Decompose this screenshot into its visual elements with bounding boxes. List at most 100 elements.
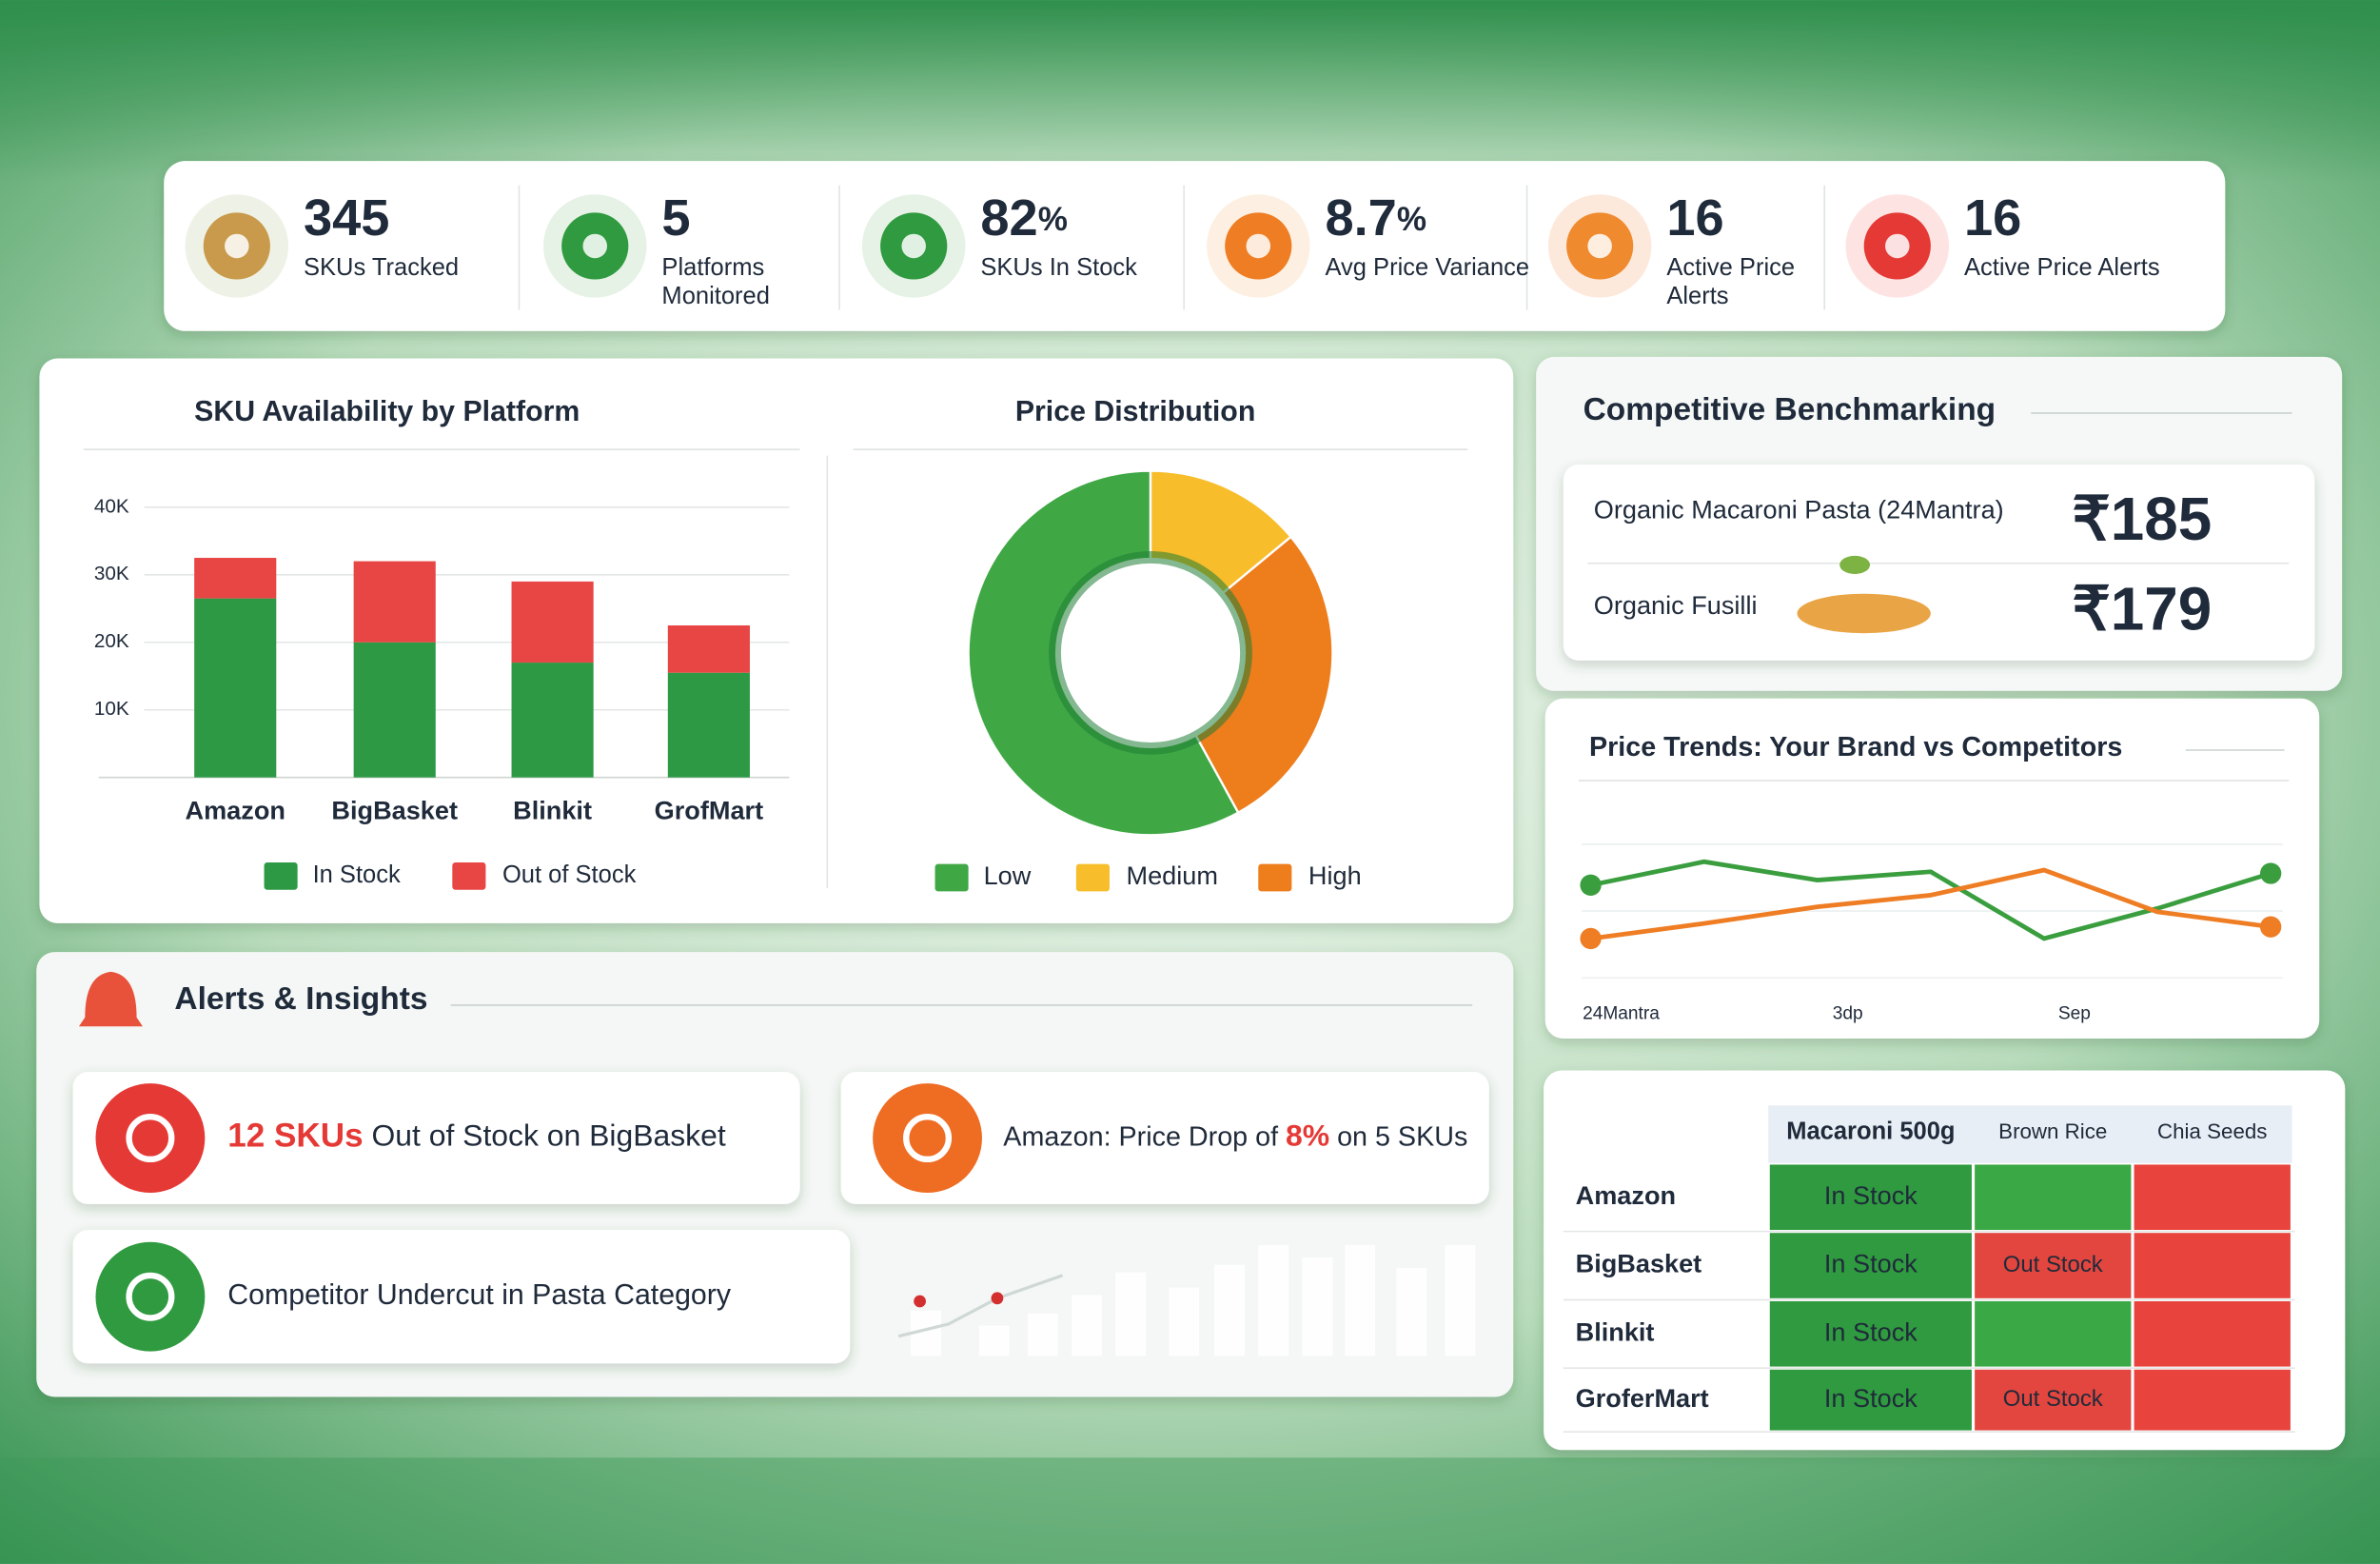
status-cell	[1769, 1164, 1972, 1231]
decor-bar	[1258, 1244, 1289, 1356]
legend-label: In Stock	[313, 861, 401, 888]
row-label: Blinkit	[1576, 1317, 1655, 1346]
decor-bar	[1169, 1287, 1200, 1356]
kpi-value: 8.7%	[1325, 189, 1426, 247]
decor-bar	[1345, 1244, 1376, 1356]
kpi-value-number: 5	[661, 189, 690, 247]
product-name: Organic Macaroni Pasta (24Mantra)	[1594, 495, 2004, 525]
decor-dot	[991, 1292, 1004, 1305]
bar-segment	[667, 625, 750, 673]
alert-text: Competitor Undercut in Pasta Category	[227, 1279, 732, 1311]
status-cell	[1769, 1300, 1972, 1367]
kpi-label: Avg Price Variance	[1325, 255, 1530, 282]
column-header: Brown Rice	[1998, 1119, 2107, 1143]
alert-icon	[95, 1083, 206, 1193]
decor-dot	[914, 1295, 926, 1308]
x-tick-label: 3dp	[1833, 1004, 1863, 1024]
y-tick-label: 10K	[94, 698, 129, 720]
kpi-label: Active Price Alerts	[1666, 255, 1796, 310]
alert-text-part: on 5 SKUs	[1329, 1121, 1467, 1152]
decor-bar	[1115, 1272, 1147, 1356]
kpi-label: Active Price Alerts	[1963, 255, 2160, 282]
kpi-label-box: SKUs Tracked	[304, 255, 459, 281]
trends-card	[1544, 698, 2320, 1039]
trend-point	[2259, 862, 2282, 884]
alert-text-part: Out of Stock on BigBasket	[364, 1119, 726, 1153]
alert-text: 12 SKUs Out of Stock on BigBasket	[227, 1118, 726, 1155]
row-label: Amazon	[1576, 1180, 1676, 1210]
decor-line	[897, 1274, 1064, 1338]
alert-highlight: 8%	[1286, 1119, 1329, 1153]
kpi-value: 5	[661, 189, 690, 247]
pasta-image	[1797, 593, 1931, 634]
y-tick-label: 30K	[94, 563, 129, 584]
bell-icon	[78, 971, 143, 1027]
legend-label: High	[1308, 861, 1362, 890]
status-cell	[1975, 1369, 2132, 1431]
bar-segment	[511, 581, 594, 663]
legend-swatch	[264, 862, 298, 890]
donut-inner-ring	[1049, 551, 1252, 755]
product-price: ₹185	[2072, 485, 2212, 553]
alert-text: Amazon: Price Drop of 8% on 5 SKUs	[1003, 1119, 1467, 1153]
x-tick-label: 24Mantra	[1583, 1004, 1660, 1024]
x-tick-label: BigBasket	[331, 796, 458, 825]
kpi-icon-glyph	[901, 233, 926, 259]
status-label: Out Stock	[2003, 1386, 2103, 1412]
status-label: In Stock	[1824, 1383, 1918, 1413]
kpi-value-number: 16	[1666, 189, 1723, 247]
kpi-label-box: Platforms Monitored	[661, 255, 769, 310]
decor-bar	[1445, 1244, 1476, 1356]
kpi-icon-glyph	[1246, 233, 1271, 259]
kpi-label-box: Active Price Alerts	[1666, 255, 1796, 310]
alert-icon-glyph	[126, 1114, 175, 1163]
alert-text-part: Amazon: Price Drop of	[1003, 1121, 1286, 1152]
alert-box	[72, 1072, 800, 1204]
decor-bar	[1214, 1264, 1245, 1356]
status-label: In Stock	[1824, 1180, 1918, 1210]
x-tick-label: Amazon	[186, 796, 285, 825]
alert-icon	[95, 1241, 206, 1352]
trend-line	[1590, 867, 2272, 941]
legend-swatch	[1258, 863, 1292, 892]
section-title: Competitive Benchmarking	[1583, 392, 1996, 427]
kpi-value-number: 82	[980, 189, 1037, 247]
kpi-value-number: 16	[1964, 189, 2021, 247]
row-label: BigBasket	[1576, 1249, 1702, 1278]
legend-label: Low	[984, 861, 1032, 890]
status-label: In Stock	[1824, 1249, 1918, 1278]
status-cell	[2134, 1369, 2291, 1431]
kpi-value-unit: %	[1038, 201, 1068, 238]
kpi-icon-glyph	[225, 233, 249, 259]
y-tick-label: 40K	[94, 495, 129, 517]
decor-bar	[1027, 1313, 1058, 1356]
chart-title: Price Distribution	[1015, 396, 1256, 427]
section-title: Alerts & Insights	[174, 981, 427, 1017]
status-cell	[2134, 1233, 2291, 1298]
alert-highlight: 12 SKUs	[227, 1118, 363, 1155]
column-header: Macaroni 500g	[1786, 1119, 1955, 1145]
table-header-bg	[1768, 1105, 2292, 1163]
column-header: Chia Seeds	[2157, 1119, 2267, 1143]
alert-box	[840, 1072, 1489, 1204]
status-cell	[1975, 1233, 2132, 1298]
kpi-value-number: 345	[304, 189, 389, 247]
kpi-label-box: Active Price Alerts	[1963, 255, 2160, 282]
bar-segment	[353, 561, 436, 643]
x-tick-label: Sep	[2058, 1004, 2091, 1024]
alert-text-part: Competitor Undercut in Pasta Category	[227, 1279, 732, 1311]
kpi-value: 16	[1964, 189, 2021, 247]
status-label: Out Stock	[2003, 1252, 2103, 1277]
y-tick-label: 20K	[94, 630, 129, 652]
leaf-image	[1839, 555, 1871, 574]
kpi-icon-glyph	[1587, 233, 1612, 259]
kpi-label: SKUs In Stock	[980, 255, 1137, 282]
decor-bar	[978, 1325, 1010, 1356]
kpi-icon-glyph	[1885, 233, 1910, 259]
kpi-value-unit: %	[1397, 201, 1426, 238]
status-cell	[1975, 1164, 2132, 1231]
bar-segment	[194, 598, 277, 778]
status-cell	[2134, 1300, 2291, 1367]
